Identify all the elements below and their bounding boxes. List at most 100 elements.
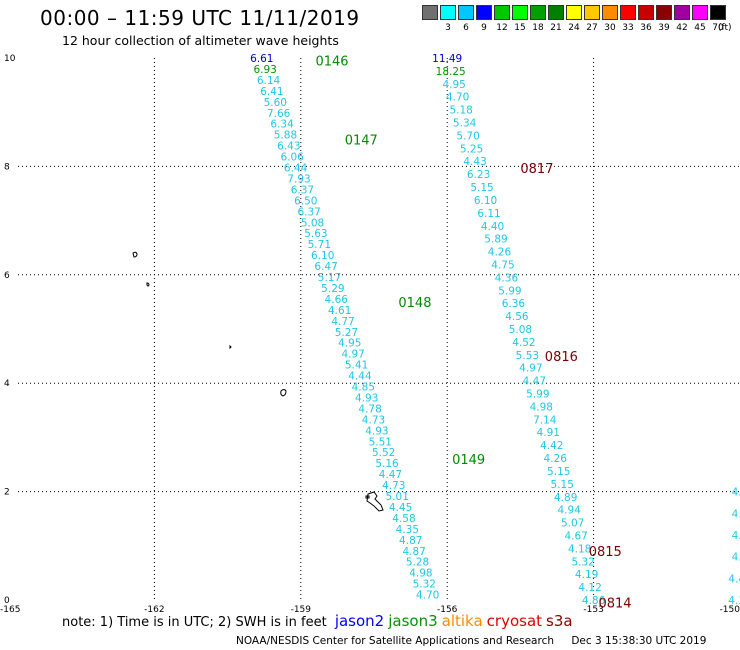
wave-height-value: 6.11 [477, 208, 500, 220]
wave-height-value: 4.73 [362, 414, 385, 426]
pass-time-label: 0816 [545, 350, 578, 365]
wave-height-value: 6.10 [474, 195, 497, 207]
wave-height-value: 6.93 [253, 64, 276, 76]
note-text: note: 1) Time is in UTC; 2) SWH is in fe… [62, 615, 327, 630]
wave-height-value: 4.9 [732, 487, 740, 499]
wave-height-value: 6.41 [260, 86, 283, 98]
wave-height-value: 4.12 [578, 582, 601, 594]
island-outline [132, 251, 138, 258]
pass-time-label: 0148 [398, 296, 431, 311]
wave-height-value: 7.66 [267, 108, 291, 120]
wave-height-value: 4.91 [537, 427, 560, 439]
wave-height-value: 5.01 [386, 491, 409, 503]
wave-height-value: 5.71 [308, 239, 331, 251]
legend-swatch [530, 5, 546, 20]
wave-height-value: 5.27 [335, 327, 358, 339]
x-tick-label: -153 [583, 605, 603, 615]
wave-height-value: 4.52 [512, 337, 535, 349]
credit-text: NOAA/NESDIS Center for Satellite Applica… [236, 635, 554, 647]
wave-height-value: 4.47 [728, 573, 740, 585]
satellite-altika: altika [441, 612, 483, 630]
legend-label: 30 [604, 23, 616, 33]
wave-height-value: 5.18 [449, 105, 472, 117]
wave-height-value: 5.41 [345, 360, 368, 372]
wave-height-value: 4.73 [382, 480, 405, 492]
wave-height-value: 4.77 [331, 316, 354, 328]
wave-height-value: 6.14 [257, 75, 281, 87]
wave-height-value: 4.85 [352, 382, 375, 394]
chart-subtitle: 12 hour collection of altimeter wave hei… [62, 33, 339, 48]
wave-height-value: 5.99 [498, 285, 521, 297]
wave-height-value: 4.66 [325, 294, 349, 306]
wave-height-value: 5.08 [301, 217, 324, 229]
wave-height-value: 4.70 [446, 92, 469, 104]
wave-height-value: 6.36 [502, 298, 526, 310]
y-tick-label: 8 [4, 162, 10, 172]
legend-swatch [422, 5, 438, 20]
wave-height-value: 6.37 [297, 206, 320, 218]
wave-height-value: 4.36 [728, 595, 740, 607]
wave-height-value: 5.15 [547, 466, 570, 478]
legend-label: 12 [496, 23, 508, 33]
legend-swatch [620, 5, 636, 20]
wave-height-value: 6.44 [284, 163, 308, 175]
legend-swatch [566, 5, 582, 20]
wave-height-value: 6.37 [291, 184, 314, 196]
wave-height-value: 5.60 [264, 97, 287, 109]
wave-height-value: 4.47 [379, 469, 402, 481]
wave-height-value: 4.89 [554, 492, 577, 504]
legend-swatch [548, 5, 564, 20]
y-tick-label: 4 [4, 379, 10, 389]
wave-height-value: 5.70 [456, 130, 479, 142]
wave-height-value: 4.19 [575, 569, 598, 581]
satellite-cryosat: cryosat [486, 612, 543, 630]
pass-time-label: 0815 [589, 545, 622, 560]
wave-height-value: 6.47 [314, 261, 337, 273]
legend-label: 45 [694, 23, 706, 33]
legend-swatch [512, 5, 528, 20]
wave-height-value: 4.61 [328, 305, 351, 317]
wave-height-value: 7.93 [287, 173, 310, 185]
wave-height-value: 6.43 [277, 141, 300, 153]
wave-height-value: 4.95 [442, 79, 465, 91]
wave-height-value: 5.52 [372, 447, 395, 459]
pass-time-label: 0149 [452, 453, 485, 468]
wave-height-value: 4.42 [540, 440, 563, 452]
wave-height-value: 4.36 [495, 272, 519, 284]
wave-height-value: 5.17 [318, 272, 341, 284]
y-tick-label: 2 [4, 488, 10, 498]
wave-height-value: 5.63 [304, 228, 327, 240]
wave-height-value: 4.56 [505, 311, 529, 323]
wave-height-value: 4.95 [338, 338, 361, 350]
wave-height-value: 5.34 [453, 118, 477, 130]
grid-lines [18, 58, 740, 600]
wave-height-value: 4.43 [463, 156, 486, 168]
wave-height-value: 4.67 [564, 530, 587, 542]
wave-height-value: 5.89 [484, 234, 507, 246]
wave-height-value: 4.47 [523, 376, 546, 388]
wave-height-value: 18.25 [436, 66, 466, 78]
legend-label: 21 [550, 23, 562, 33]
satellite-legend: jason2 jason3 altika cryosat s3a [331, 612, 573, 630]
x-tick-label: -165 [0, 605, 20, 615]
legend-swatch [494, 5, 510, 20]
wave-height-value: 5.29 [321, 283, 344, 295]
legend-swatch [458, 5, 474, 20]
wave-height-value: 4.78 [358, 403, 381, 415]
wave-height-value: 4.45 [389, 502, 412, 514]
wave-height-value: 5.15 [551, 479, 574, 491]
pass-time-label: 0817 [520, 162, 553, 177]
island-outlines [132, 251, 384, 512]
legend-swatch [638, 5, 654, 20]
legend-label: 9 [481, 23, 487, 33]
wave-height-value: 4.35 [396, 524, 419, 536]
island-outline [365, 495, 370, 499]
chart-title: 00:00 – 11:59 UTC 11/11/2019 [40, 6, 360, 30]
x-tick-label: -156 [437, 605, 458, 615]
legend-swatch [602, 5, 618, 20]
pass-time-label: 0814 [598, 597, 631, 612]
island-outline [366, 491, 384, 512]
wave-height-value: 6.06 [281, 152, 305, 164]
wave-height-value: 4.58 [392, 513, 415, 525]
